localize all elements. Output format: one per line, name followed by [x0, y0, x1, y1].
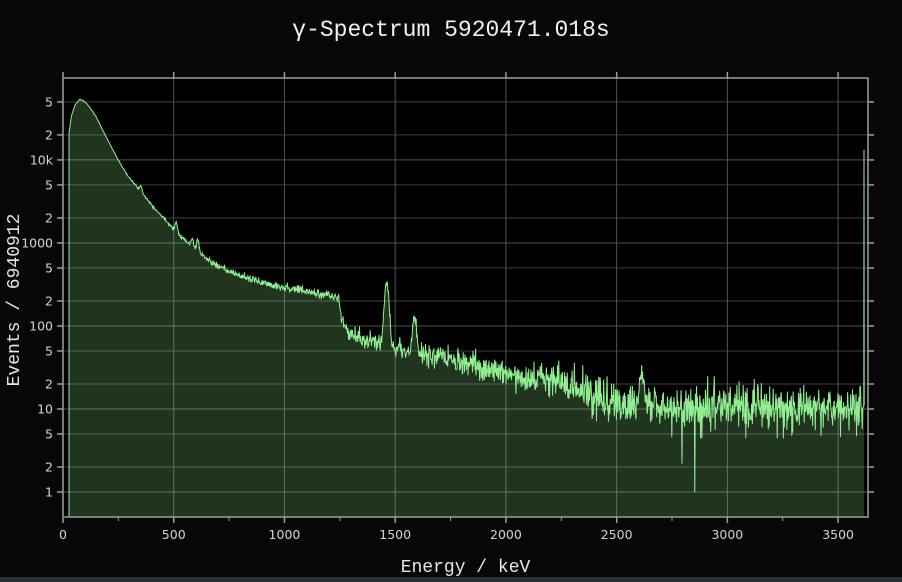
- x-axis-label: Energy / keV: [400, 558, 531, 578]
- y-tick-label: 2: [45, 210, 53, 225]
- y-tick-label: 5: [45, 426, 53, 441]
- x-tick-label: 2500: [601, 527, 633, 542]
- plot-background[interactable]: [63, 78, 868, 517]
- x-tick-label: 1000: [269, 527, 301, 542]
- chart-title: γ-Spectrum 5920471.018s: [292, 17, 610, 43]
- y-tick-label: 10: [37, 401, 53, 416]
- x-tick-label: 3500: [822, 527, 854, 542]
- y-tick-label: 5: [45, 260, 53, 275]
- x-tick-label: 1500: [379, 527, 411, 542]
- y-tick-label: 2: [45, 376, 53, 391]
- plot-frame: [62, 77, 869, 518]
- x-tick-label: 0: [59, 527, 67, 542]
- y-tick-label: 100: [29, 318, 53, 333]
- x-tick-label: 500: [162, 527, 186, 542]
- window-bottom-edge: [0, 577, 902, 582]
- y-tick-label: 1: [45, 485, 53, 500]
- y-tick-label: 1000: [21, 235, 53, 250]
- y-tick-label: 2: [45, 127, 53, 142]
- y-tick-label: 2: [45, 293, 53, 308]
- x-tick-label: 2000: [490, 527, 522, 542]
- spectrum-trace[interactable]: [68, 98, 865, 518]
- x-tick-label: 3000: [711, 527, 743, 542]
- y-tick-label: 10k: [30, 152, 54, 167]
- y-tick-label: 2: [45, 460, 53, 475]
- y-tick-label: 5: [45, 94, 53, 109]
- y-tick-label: 5: [45, 177, 53, 192]
- y-tick-label: 5: [45, 343, 53, 358]
